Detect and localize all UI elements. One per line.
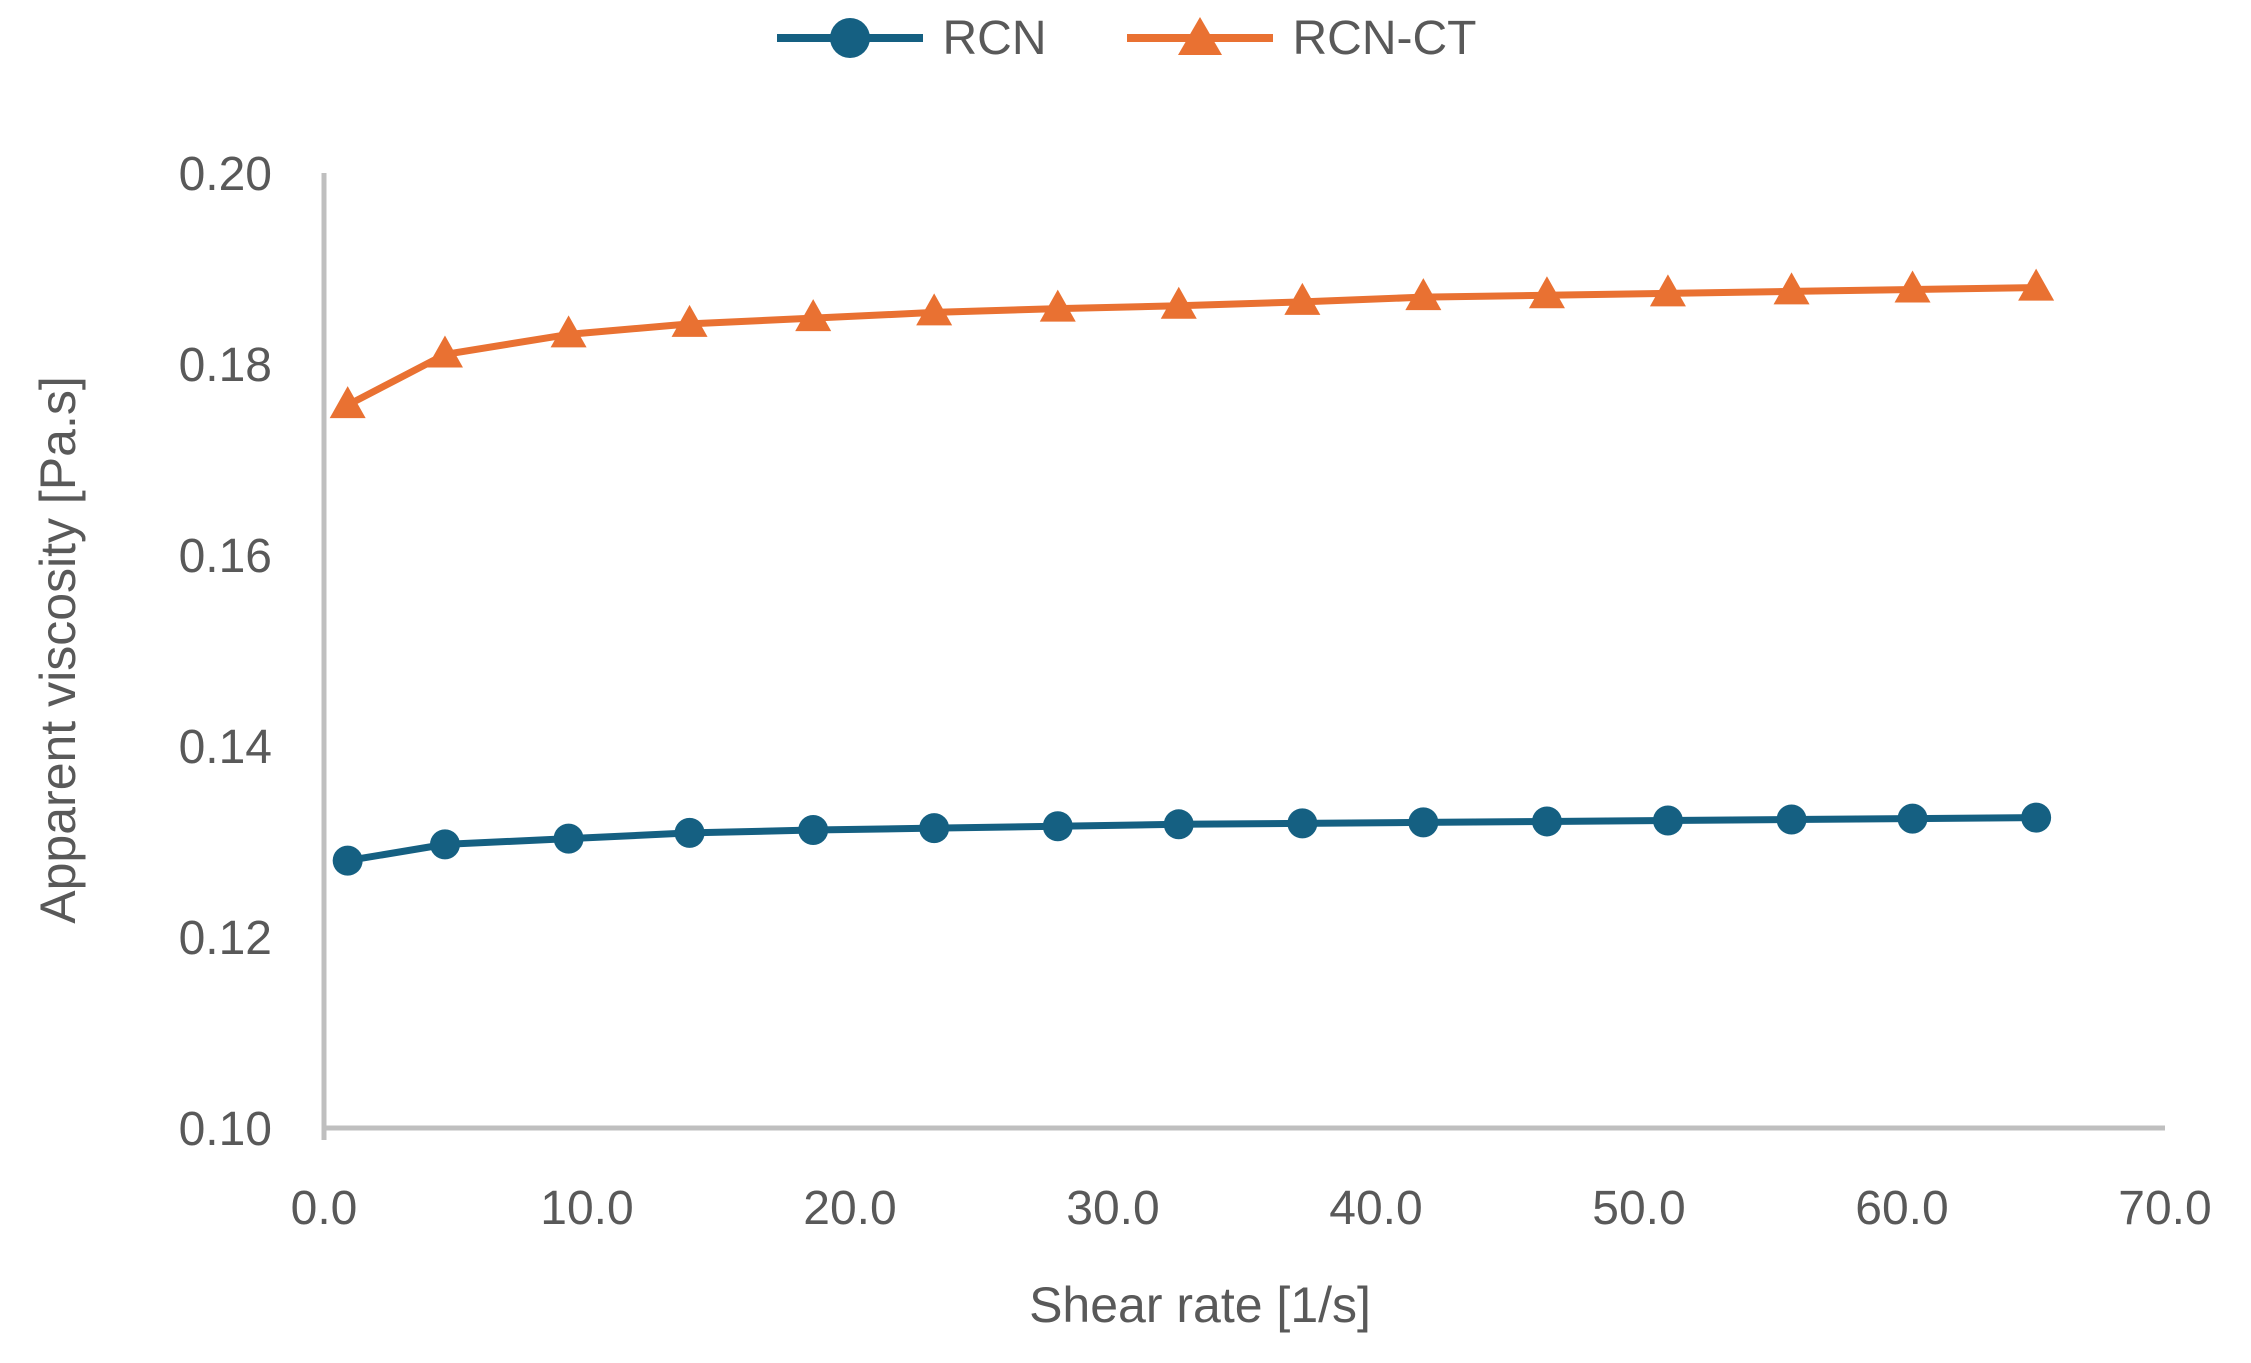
legend-label-rcn-ct: RCN-CT	[1292, 11, 1477, 65]
y-tick-label: 0.16	[179, 530, 272, 583]
y-tick-label: 0.12	[179, 912, 272, 965]
data-point-triangle	[1039, 289, 1076, 322]
data-point-circle	[1776, 804, 1807, 835]
data-point-circle	[2021, 802, 2052, 833]
x-tick-label: 30.0	[1066, 1182, 1159, 1235]
legend-label-rcn: RCN	[942, 11, 1047, 65]
legend-item-rcn: RCN	[775, 10, 1047, 66]
data-point-circle	[1163, 809, 1194, 840]
data-point-circle	[919, 813, 950, 844]
data-point-circle	[1408, 807, 1439, 838]
data-point-triangle	[426, 335, 463, 368]
data-point-triangle	[550, 315, 587, 348]
data-point-circle	[1531, 806, 1562, 837]
x-tick-label: 0.0	[291, 1182, 358, 1235]
data-point-circle	[429, 829, 460, 860]
y-axis-title: Apparent viscosity [Pa.s]	[30, 376, 86, 924]
data-point-triangle	[329, 386, 366, 419]
data-point-circle	[1042, 811, 1073, 842]
y-tick-label: 0.14	[179, 721, 272, 774]
data-point-triangle	[1773, 272, 1810, 305]
data-point-circle	[1287, 808, 1318, 839]
data-point-circle	[674, 817, 705, 848]
x-tick-label: 20.0	[803, 1182, 896, 1235]
data-point-triangle	[916, 293, 953, 326]
x-tick-label: 70.0	[2118, 1182, 2211, 1235]
data-point-triangle	[1528, 276, 1565, 309]
data-point-triangle	[795, 299, 832, 332]
y-tick-label: 0.20	[179, 148, 272, 201]
rcn-ct-triangle-marker-icon	[1126, 17, 1273, 55]
data-point-triangle	[1284, 282, 1321, 315]
data-point-circle	[798, 815, 829, 846]
x-axis-title: Shear rate [1/s]	[1029, 1277, 1371, 1333]
x-tick-label: 40.0	[1329, 1182, 1422, 1235]
x-tick-label: 50.0	[1592, 1182, 1685, 1235]
data-point-circle	[553, 823, 584, 854]
series-line-rcn-ct	[344, 284, 2040, 409]
x-tick-label: 60.0	[1855, 1182, 1948, 1235]
rcn-circle-marker-icon	[776, 18, 923, 58]
data-point-triangle	[1649, 274, 1686, 307]
data-point-triangle	[2018, 268, 2055, 301]
x-tick-label: 10.0	[540, 1182, 633, 1235]
y-tick-label: 0.18	[179, 339, 272, 392]
legend-item-rcn-ct: RCN-CT	[1125, 10, 1477, 66]
data-point-triangle	[1160, 286, 1197, 319]
data-point-triangle	[671, 304, 708, 337]
data-point-circle	[1652, 805, 1683, 836]
y-tick-label: 0.10	[179, 1103, 272, 1156]
data-point-circle	[1897, 803, 1928, 834]
data-point-circle	[332, 845, 363, 876]
chart-legend: RCN RCN-CT	[0, 10, 2251, 66]
data-point-triangle	[1405, 278, 1442, 311]
data-point-triangle	[1894, 270, 1931, 303]
